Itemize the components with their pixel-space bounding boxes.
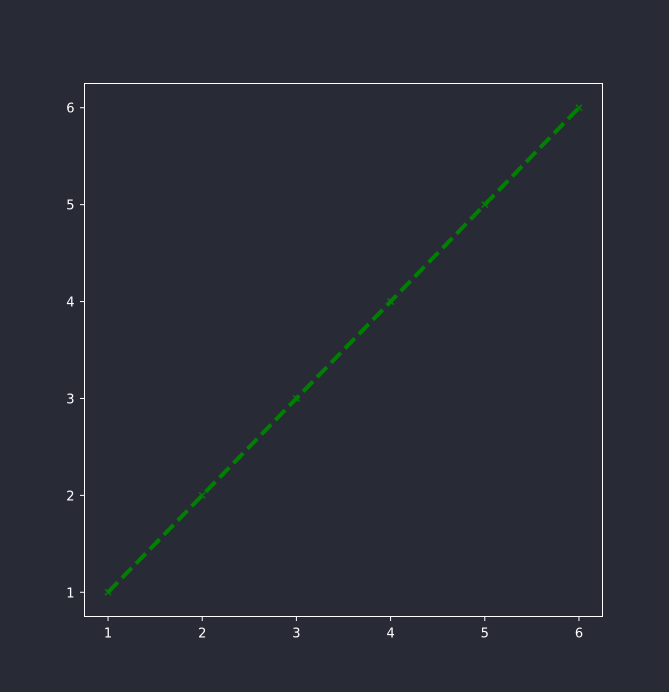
- y-axis: 1 2 3 4 5 6: [66, 102, 85, 601]
- data-point: [198, 491, 206, 499]
- data-point: [575, 104, 583, 112]
- data-point: [104, 588, 112, 596]
- data-point: [387, 298, 395, 306]
- x-tick-label: 1: [104, 627, 112, 642]
- series-layer: [104, 104, 583, 596]
- y-tick-label: 4: [66, 296, 74, 311]
- y-tick-label: 1: [66, 586, 74, 601]
- x-tick-label: 4: [386, 627, 394, 642]
- y-tick-label: 3: [66, 392, 74, 407]
- x-tick-label: 6: [575, 627, 583, 642]
- plot-area: 1 2 3 4 5 6 1 2 3 4 5 6: [66, 83, 603, 642]
- x-tick-label: 5: [481, 627, 489, 642]
- axes-frame: [84, 83, 603, 617]
- x-tick-label: 2: [198, 627, 206, 642]
- x-tick-label: 3: [292, 627, 300, 642]
- series-line: [106, 106, 581, 594]
- x-axis: 1 2 3 4 5 6: [104, 616, 583, 642]
- y-tick-label: 2: [66, 489, 74, 504]
- data-point: [481, 201, 489, 209]
- data-point: [292, 394, 300, 402]
- y-tick-label: 5: [66, 199, 74, 214]
- y-tick-label: 6: [66, 102, 74, 117]
